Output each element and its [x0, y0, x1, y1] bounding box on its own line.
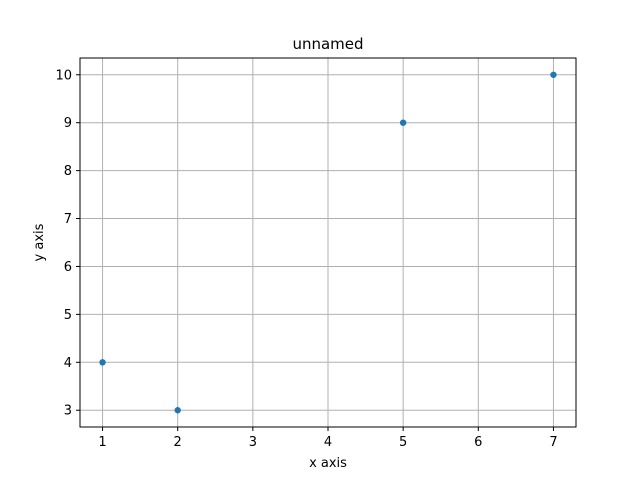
data-point — [174, 407, 181, 414]
x-tick-label: 6 — [474, 435, 482, 450]
y-tick-label: 8 — [64, 164, 72, 179]
grid-layer — [80, 58, 576, 427]
x-tick-label: 5 — [399, 435, 407, 450]
x-tick-label: 2 — [174, 435, 182, 450]
chart-title: unnamed — [292, 35, 363, 53]
y-tick-label: 4 — [64, 356, 72, 371]
x-tick-label: 1 — [98, 435, 106, 450]
x-tick-label: 3 — [249, 435, 257, 450]
y-tick-label: 6 — [64, 260, 72, 275]
points-layer — [99, 71, 557, 414]
ticks-layer: 1 2 3 4 5 6 7 3 4 5 6 7 8 9 10 — [55, 68, 557, 450]
y-tick-label: 3 — [64, 404, 72, 419]
x-tick-label: 7 — [549, 435, 557, 450]
x-axis-label: x axis — [309, 456, 347, 471]
y-tick-label: 7 — [64, 212, 72, 227]
data-point — [99, 359, 106, 366]
y-tick-label: 5 — [64, 308, 72, 323]
y-tick-label: 9 — [64, 116, 72, 131]
x-tick-label: 4 — [324, 435, 332, 450]
y-tick-label: 10 — [55, 68, 72, 83]
y-axis-label: y axis — [32, 223, 47, 261]
data-point — [550, 71, 557, 78]
data-point — [399, 119, 407, 126]
